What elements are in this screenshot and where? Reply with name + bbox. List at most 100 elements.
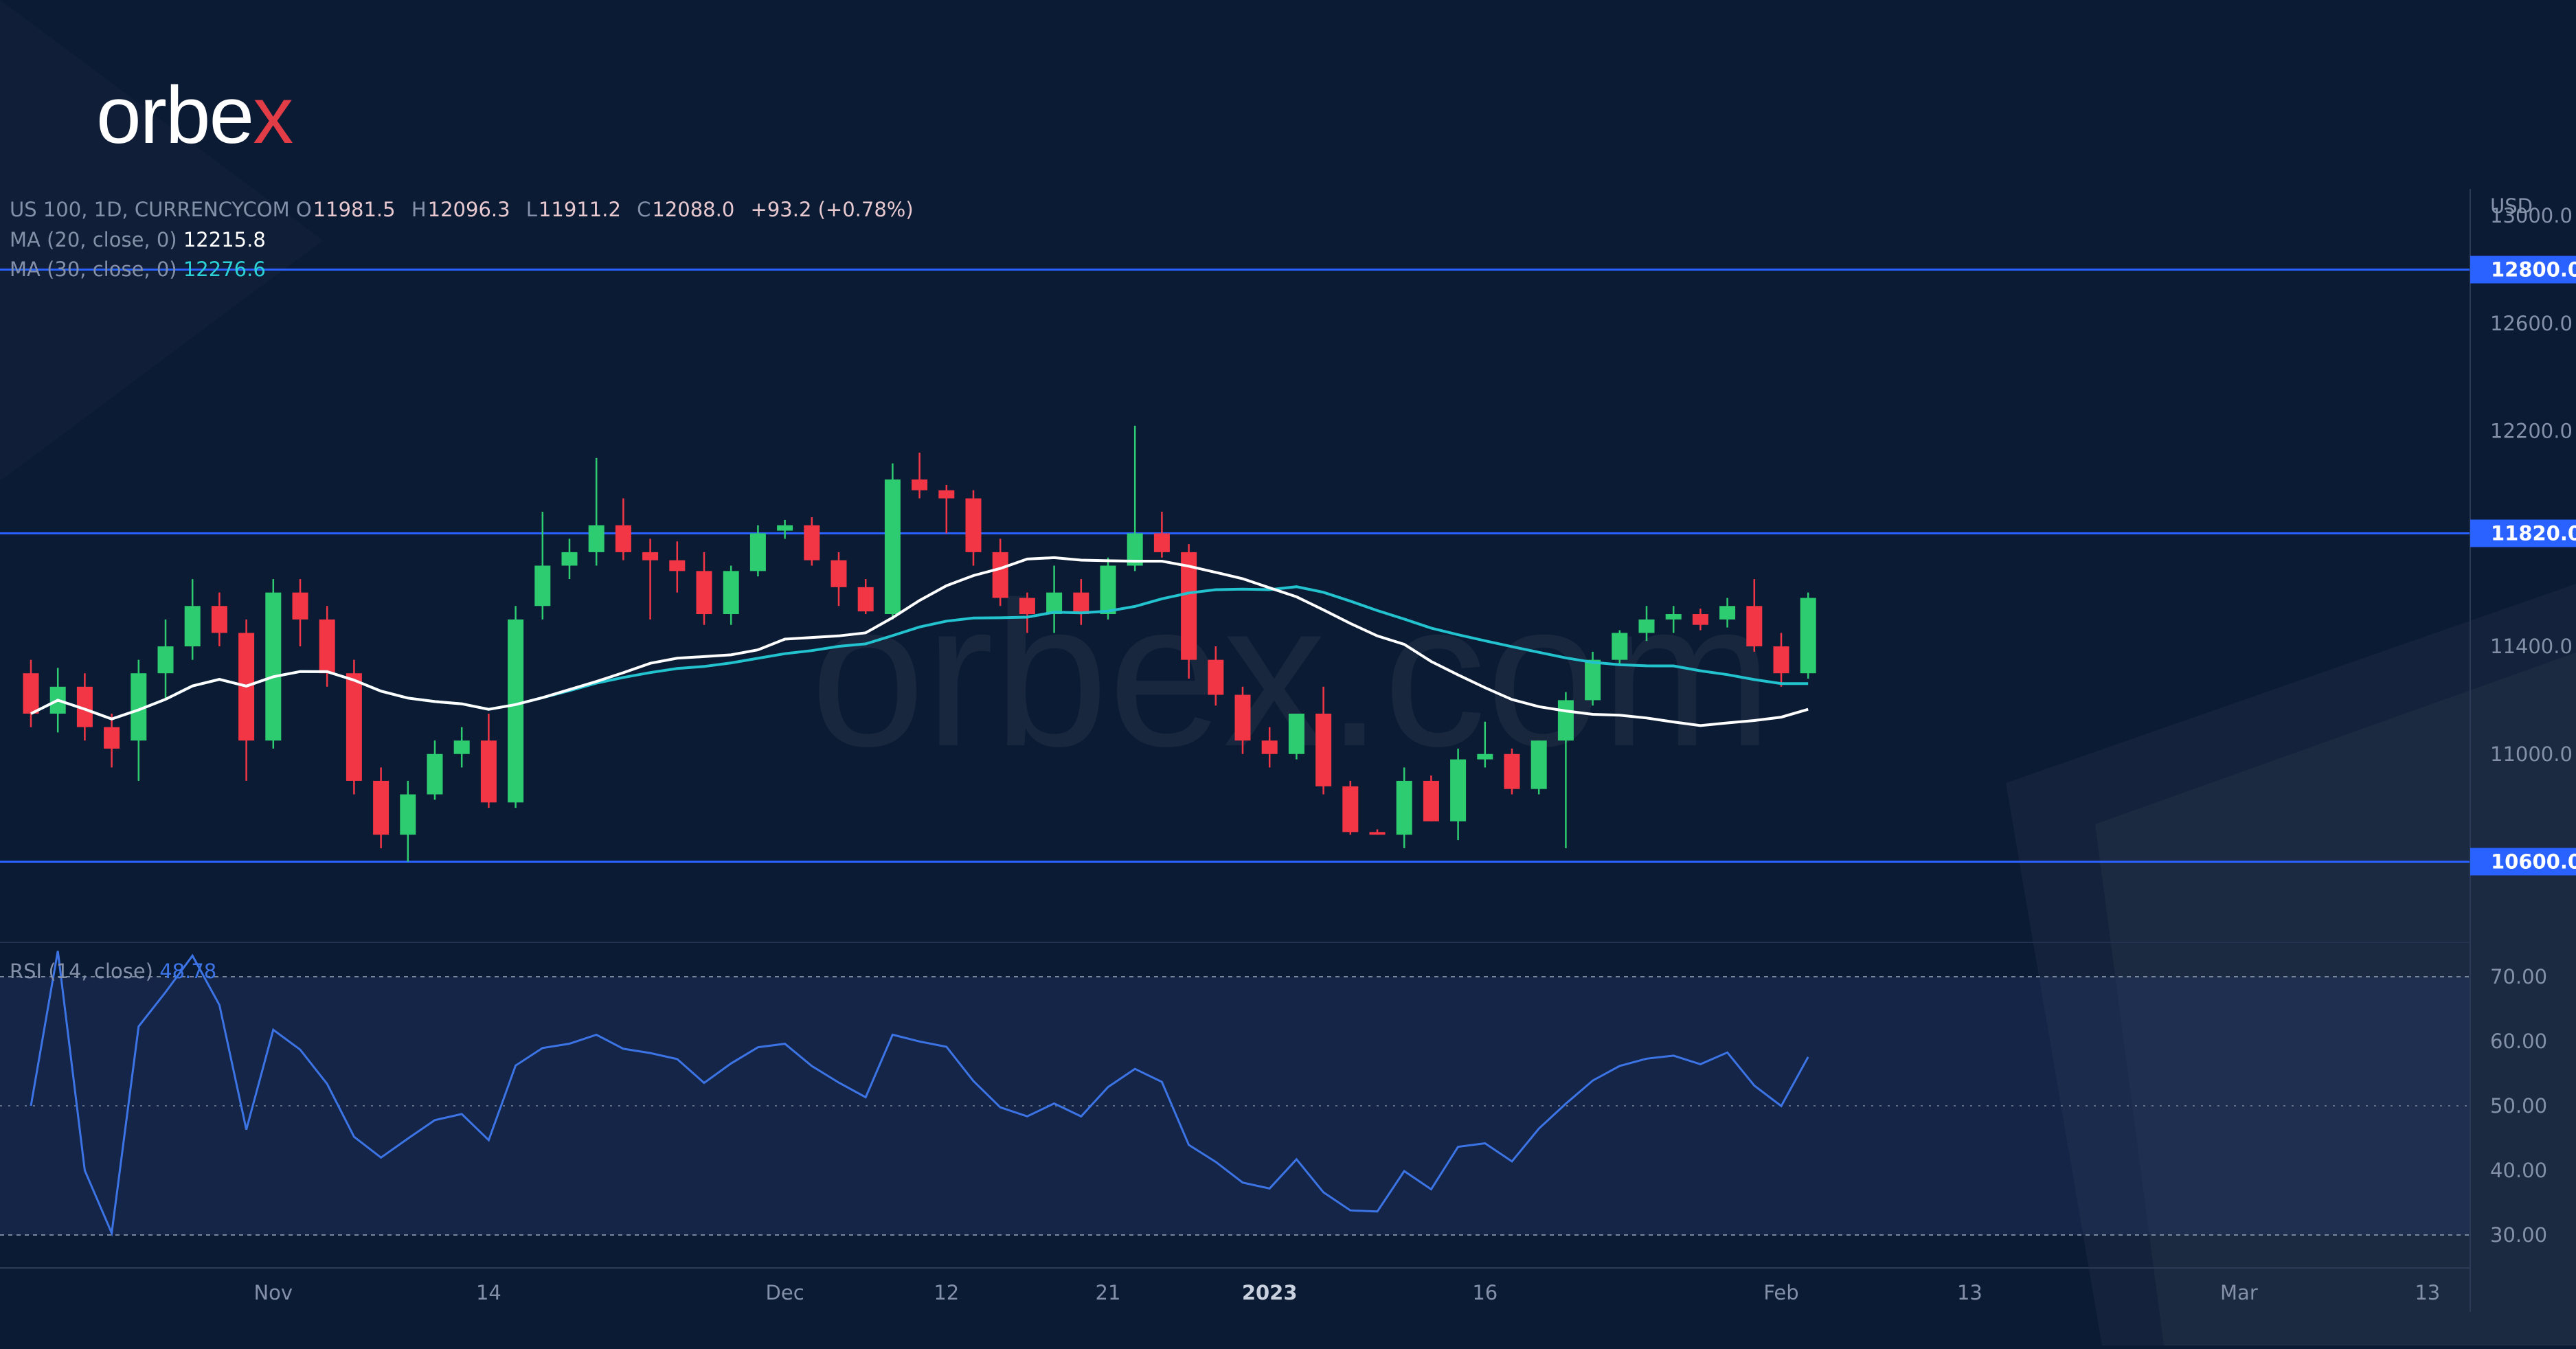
logo-main: orbe bbox=[96, 70, 254, 161]
x-tick-7: Feb bbox=[1763, 1281, 1798, 1304]
legend-change: +93.2 (+0.78%) bbox=[750, 198, 914, 221]
legend-ma30-value: 12276.6 bbox=[183, 258, 266, 281]
candle-body-62 bbox=[1692, 614, 1708, 625]
candle-body-24 bbox=[669, 560, 686, 571]
axes-layer: USD 11000.0 11400.0 12200.0 12600.0 13000.0 12… bbox=[253, 194, 2576, 1304]
candle-body-25 bbox=[696, 571, 712, 615]
legend-ohlc: US 100, 1D, CURRENCYCOM O11981.5 H12096.… bbox=[10, 198, 923, 221]
legend-ma30-label: MA (30, close, 0) bbox=[10, 258, 177, 281]
rsi-tick-2: 50.00 bbox=[2490, 1094, 2547, 1118]
legend-rsi-label: RSI (14, close) bbox=[10, 960, 153, 983]
candle-body-10 bbox=[292, 592, 308, 620]
candle-body-43 bbox=[1181, 552, 1197, 660]
candle-body-55 bbox=[1504, 753, 1520, 789]
candle-body-32 bbox=[884, 479, 901, 615]
candle-body-23 bbox=[642, 552, 659, 560]
price-tick-3: 12600.0 bbox=[2490, 312, 2573, 335]
grid-layer bbox=[0, 189, 2471, 1312]
candle-body-12 bbox=[346, 673, 362, 781]
orbex-logo: orbex bbox=[96, 69, 293, 162]
candle-body-26 bbox=[723, 571, 739, 615]
candle-body-20 bbox=[561, 552, 578, 566]
legend-ma20-value: 12215.8 bbox=[183, 228, 266, 251]
level-tag-label-1: 11820.0 bbox=[2491, 521, 2576, 545]
candle-body-16 bbox=[453, 740, 470, 754]
rsi-tick-3: 60.00 bbox=[2490, 1030, 2547, 1053]
candle-body-38 bbox=[1046, 592, 1063, 615]
legend-ma30: MA (30, close, 0) 12276.6 bbox=[10, 258, 266, 281]
price-tick-1: 11400.0 bbox=[2490, 635, 2573, 658]
legend-high-label: H bbox=[411, 198, 427, 221]
candle-body-64 bbox=[1746, 606, 1763, 647]
candle-body-65 bbox=[1773, 646, 1789, 674]
candle-body-49 bbox=[1342, 786, 1359, 832]
candle-body-22 bbox=[615, 525, 631, 552]
x-tick-2: Dec bbox=[766, 1281, 804, 1304]
rsi-tick-1: 40.00 bbox=[2490, 1159, 2547, 1182]
candle-body-52 bbox=[1423, 780, 1439, 821]
candle-body-48 bbox=[1315, 713, 1332, 786]
level-tag-2 bbox=[2470, 848, 2576, 876]
candle-body-27 bbox=[749, 533, 766, 571]
candle-body-9 bbox=[265, 592, 282, 741]
candle-body-17 bbox=[480, 740, 497, 803]
x-tick-0: Nov bbox=[253, 1281, 293, 1304]
candle-body-3 bbox=[104, 727, 120, 749]
x-tick-9: Mar bbox=[2220, 1281, 2258, 1304]
legend-open: 11981.5 bbox=[313, 198, 396, 221]
candle-body-66 bbox=[1800, 598, 1816, 674]
candle-body-46 bbox=[1261, 740, 1278, 754]
candle-body-33 bbox=[912, 479, 928, 490]
candle-body-51 bbox=[1396, 780, 1412, 835]
watermark-text: orbex.com bbox=[811, 558, 1773, 789]
candle-body-15 bbox=[427, 753, 443, 795]
candle-body-7 bbox=[211, 606, 227, 633]
x-tick-8: 13 bbox=[1957, 1281, 1982, 1304]
candle-body-31 bbox=[857, 587, 874, 612]
legend-close: 12088.0 bbox=[652, 198, 735, 221]
candle-body-47 bbox=[1288, 713, 1304, 754]
legend-high: 12096.3 bbox=[427, 198, 510, 221]
legend-symbol: US 100, 1D, CURRENCYCOM bbox=[10, 198, 290, 221]
price-tick-0: 11000.0 bbox=[2490, 742, 2573, 766]
candle-body-63 bbox=[1719, 606, 1736, 620]
logo-accent: x bbox=[253, 70, 293, 161]
legend-rsi-value: 48.78 bbox=[159, 960, 217, 983]
candles-layer bbox=[23, 425, 1816, 862]
level-tag-0 bbox=[2470, 256, 2576, 284]
candle-body-44 bbox=[1208, 659, 1224, 695]
rsi-band-fill bbox=[0, 977, 2470, 1235]
candle-body-36 bbox=[992, 552, 1008, 598]
candle-body-57 bbox=[1557, 700, 1574, 741]
candle-body-5 bbox=[157, 646, 174, 674]
candle-body-42 bbox=[1153, 533, 1170, 552]
legend-low-label: L bbox=[526, 198, 537, 221]
x-tick-6: 16 bbox=[1472, 1281, 1498, 1304]
candle-body-60 bbox=[1638, 619, 1655, 633]
candle-body-35 bbox=[965, 498, 982, 552]
candle-body-14 bbox=[400, 794, 416, 835]
candle-body-37 bbox=[1019, 598, 1035, 615]
levels-layer bbox=[0, 269, 2470, 863]
candle-body-41 bbox=[1127, 533, 1143, 566]
candle-body-0 bbox=[23, 673, 39, 714]
ma20-line bbox=[30, 556, 1809, 727]
candle-body-45 bbox=[1234, 694, 1251, 741]
price-tick-2: 12200.0 bbox=[2490, 420, 2573, 443]
candle-body-50 bbox=[1369, 832, 1386, 835]
candle-body-54 bbox=[1477, 753, 1493, 760]
candle-body-13 bbox=[373, 780, 389, 835]
candle-body-39 bbox=[1073, 592, 1089, 615]
x-tick-5: 2023 bbox=[1242, 1281, 1298, 1304]
currency-label: USD bbox=[2490, 194, 2533, 218]
candle-body-34 bbox=[938, 490, 955, 499]
candle-body-40 bbox=[1100, 565, 1116, 615]
candle-body-28 bbox=[777, 525, 793, 531]
candle-body-19 bbox=[534, 565, 551, 607]
candle-body-6 bbox=[184, 606, 201, 647]
rsi-tick-4: 70.00 bbox=[2490, 965, 2547, 988]
x-tick-1: 14 bbox=[476, 1281, 501, 1304]
